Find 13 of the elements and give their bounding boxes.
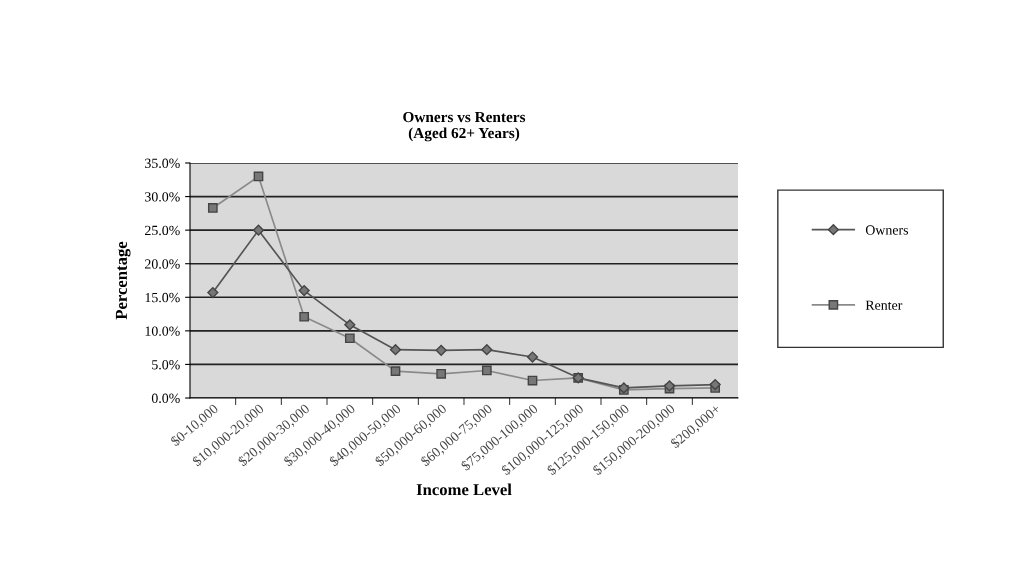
- x-axis-title: Income Level: [416, 483, 512, 496]
- y-tick-label: 5.0%: [152, 360, 180, 370]
- y-tick-label: 20.0%: [145, 259, 180, 269]
- legend-label: Owners: [865, 225, 909, 235]
- y-tick-label: 15.0%: [145, 292, 180, 303]
- y-axis-title: Percentage: [115, 241, 131, 320]
- y-tick-label: 0.0%: [151, 393, 180, 404]
- legend-label: Renter: [865, 300, 903, 310]
- chart-title: Owners vs Renters (Aged 62+ Years): [403, 111, 526, 142]
- y-tick-label: 30.0%: [145, 192, 180, 202]
- y-tick-label: 35.0%: [145, 158, 180, 169]
- y-tick-label: 10.0%: [145, 326, 180, 336]
- y-tick-label: 25.0%: [145, 225, 180, 236]
